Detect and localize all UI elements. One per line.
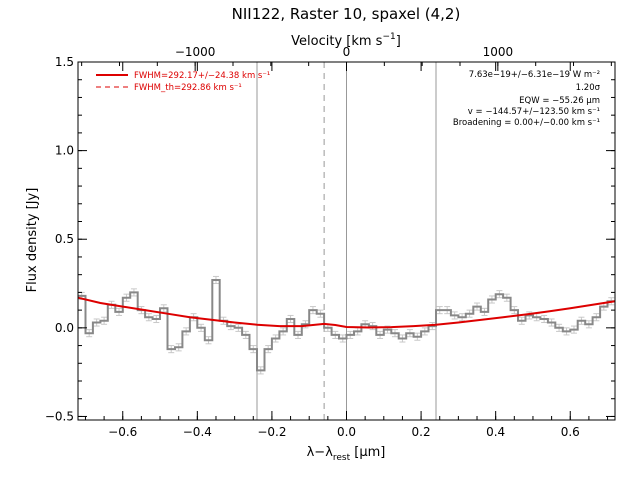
annotation-flux: 7.63e−19+/−6.31e−19 W m⁻²	[469, 70, 600, 80]
x-axis-label: λ−λrest [μm]	[307, 445, 386, 463]
legend-label-fwhm: FWHM=292.17+/−24.38 km s⁻¹	[134, 71, 270, 81]
x-tick-label: −0.2	[257, 425, 286, 439]
y-tick-label: 1.5	[55, 55, 74, 69]
x-tick-label: 0.2	[412, 425, 431, 439]
annotation-velocity: v = −144.57+/−123.50 km s⁻¹	[468, 107, 600, 117]
y-tick-label: 0.5	[55, 232, 74, 246]
legend-label-fwhm-th: FWHM_th=292.86 km s⁻¹	[134, 83, 242, 93]
annotation-broadening: Broadening = 0.00+/−0.00 km s⁻¹	[453, 118, 600, 128]
axes: −0.6 −0.4 −0.2 0.0 0.2 0.4 0.6 −1000 0 1000 −0.5 0.…	[45, 45, 616, 439]
x-tick-label: 0.6	[561, 425, 580, 439]
fit-series	[77, 296, 616, 329]
annotation-sigma: 1.20σ	[576, 83, 601, 93]
y-tick-label: −0.5	[45, 409, 74, 423]
x-tick-label: 0.0	[337, 425, 356, 439]
top-axis-label: Velocity [km s−1]	[291, 32, 401, 49]
annotations: 7.63e−19+/−6.31e−19 W m⁻² 1.20σ EQW = −5…	[453, 70, 601, 128]
x-tick-label: −0.4	[183, 425, 212, 439]
top-tick-label: 0	[343, 45, 351, 59]
data-step-line	[78, 279, 615, 372]
legend: FWHM=292.17+/−24.38 km s⁻¹ FWHM_th=292.8…	[96, 71, 270, 93]
chart-title: NII122, Raster 10, spaxel (4,2)	[232, 5, 461, 23]
y-tick-label: 0.0	[55, 321, 74, 335]
x-tick-label: 0.4	[486, 425, 505, 439]
x-tick-label: −0.6	[108, 425, 137, 439]
top-tick-label: −1000	[175, 45, 216, 59]
top-tick-label: 1000	[483, 45, 514, 59]
y-axis-label: Flux density [Jy]	[25, 188, 40, 293]
annotation-eqw: EQW = −55.26 μm	[519, 96, 600, 106]
y-tick-label: 1.0	[55, 144, 74, 158]
fit-curve	[77, 296, 616, 329]
reference-lines	[256, 62, 437, 420]
